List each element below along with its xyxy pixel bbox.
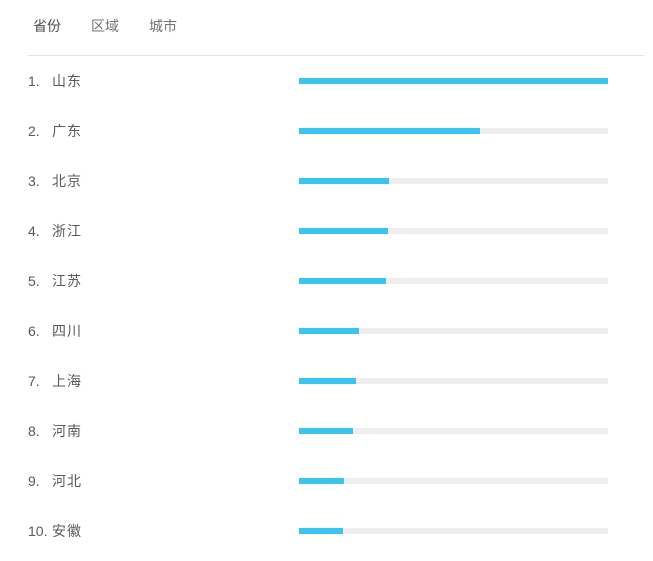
bar-track [299,428,608,434]
bar-fill [299,128,481,134]
rank-number: 7. [28,373,40,389]
row-label: 10. 安徽 [28,521,82,541]
rank-number: 2. [28,123,40,139]
province-name: 安徽 [52,523,82,539]
rank-number: 1. [28,73,40,89]
tab-bar: 省份 区域 城市 [0,0,653,34]
ranking-row: 4. 浙江 [0,206,653,256]
rank-number: 4. [28,223,40,239]
province-name: 山东 [52,73,82,89]
rank-number: 9. [28,473,40,489]
tab-province[interactable]: 省份 [33,18,61,34]
ranking-row: 8. 河南 [0,406,653,456]
bar-fill [299,178,389,184]
bar-fill [299,478,345,484]
rank-number: 6. [28,323,40,339]
rank-number: 5. [28,273,40,289]
bar-track [299,278,608,284]
province-name: 上海 [52,373,82,389]
bar-track [299,228,608,234]
tab-city[interactable]: 城市 [149,18,177,34]
ranking-list: 1. 山东 2. 广东 3. 北京 [0,56,653,556]
ranking-row: 2. 广东 [0,106,653,156]
bar-track [299,178,608,184]
ranking-row: 9. 河北 [0,456,653,506]
row-label: 7. 上海 [28,371,82,391]
province-name: 河北 [52,473,82,489]
province-name: 浙江 [52,223,82,239]
ranking-row: 10. 安徽 [0,506,653,556]
row-label: 5. 江苏 [28,271,82,291]
province-name: 北京 [52,173,82,189]
rank-number: 8. [28,423,40,439]
bar-track [299,528,608,534]
province-name: 江苏 [52,273,82,289]
tab-divider [28,55,644,56]
row-label: 2. 广东 [28,121,82,141]
bar-fill [299,428,354,434]
bar-track [299,128,608,134]
bar-track [299,328,608,334]
ranking-row: 5. 江苏 [0,256,653,306]
row-label: 8. 河南 [28,421,82,441]
tab-region[interactable]: 区域 [91,18,119,34]
ranking-row: 7. 上海 [0,356,653,406]
row-label: 4. 浙江 [28,221,82,241]
rank-number: 10. [28,523,48,539]
bar-fill [299,278,387,284]
bar-fill [299,378,356,384]
bar-fill [299,528,343,534]
bar-track [299,378,608,384]
province-name: 广东 [52,123,82,139]
row-label: 6. 四川 [28,321,82,341]
bar-track [299,78,608,84]
bar-fill [299,328,359,334]
province-name: 河南 [52,423,82,439]
ranking-row: 3. 北京 [0,156,653,206]
ranking-row: 6. 四川 [0,306,653,356]
row-label: 3. 北京 [28,171,82,191]
province-name: 四川 [52,323,82,339]
bar-fill [299,78,608,84]
bar-fill [299,228,388,234]
row-label: 9. 河北 [28,471,82,491]
ranking-row: 1. 山东 [0,56,653,106]
bar-track [299,478,608,484]
rank-number: 3. [28,173,40,189]
row-label: 1. 山东 [28,71,82,91]
